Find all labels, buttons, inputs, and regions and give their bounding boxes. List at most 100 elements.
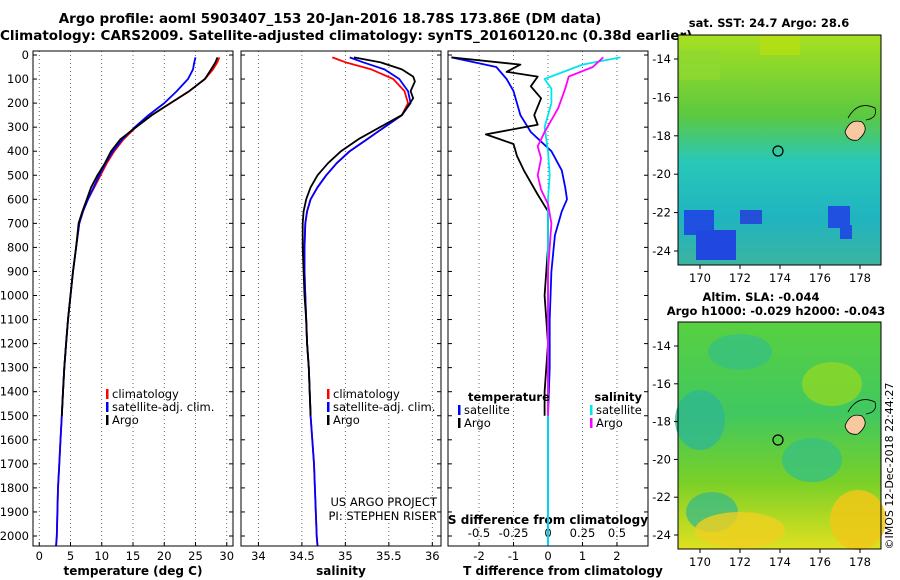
legend-title-salinity: salinity bbox=[594, 390, 642, 404]
y-tick-label: 1800 bbox=[0, 481, 29, 495]
lon-tick-label: 174 bbox=[769, 555, 791, 569]
sla-map-title: Altim. SLA: -0.044 bbox=[702, 290, 819, 304]
x-tick-label: 30 bbox=[219, 549, 234, 563]
lat-tick-label: -16 bbox=[652, 90, 671, 104]
lon-tick-label: 176 bbox=[809, 271, 831, 285]
island-outline bbox=[847, 105, 876, 121]
y-tick-label: 1700 bbox=[0, 457, 29, 471]
x-tick-label: 1 bbox=[579, 549, 586, 563]
sla-map-subtitle: Argo h1000: -0.029 h2000: -0.043 bbox=[667, 304, 886, 318]
lon-tick-label: 174 bbox=[769, 271, 791, 285]
x-tick-label: 36 bbox=[425, 549, 440, 563]
y-tick-label: 800 bbox=[7, 240, 29, 254]
x-tick-label: 0 bbox=[544, 549, 551, 563]
series-line-s-satellite bbox=[543, 56, 621, 546]
warm-patch bbox=[680, 50, 720, 80]
credit-text: PI: STEPHEN RISER bbox=[329, 509, 438, 523]
lat-tick-label: -24 bbox=[652, 528, 671, 542]
imos-watermark: ©IMOS 12-Dec-2018 22:44:27 bbox=[883, 383, 896, 550]
sla-low bbox=[708, 334, 772, 370]
sla-high bbox=[802, 362, 862, 406]
lon-tick-label: 176 bbox=[809, 555, 831, 569]
legend-label: Argo bbox=[333, 413, 360, 427]
lat-tick-label: -18 bbox=[652, 415, 671, 429]
x-axis-label: T difference from climatology bbox=[463, 564, 663, 578]
s-tick-label: -0.5 bbox=[468, 526, 490, 540]
lat-tick-label: -14 bbox=[652, 339, 671, 353]
legend-swatch bbox=[106, 415, 109, 425]
y-tick-label: 1300 bbox=[0, 361, 29, 375]
legend-swatch bbox=[327, 415, 330, 425]
y-tick-label: 300 bbox=[7, 120, 29, 134]
salinity-plot-area bbox=[241, 51, 441, 546]
x-tick-label: -2 bbox=[473, 549, 484, 563]
y-tick-label: 1000 bbox=[0, 289, 29, 303]
x-tick-label: 34.5 bbox=[289, 549, 315, 563]
legend-swatch bbox=[327, 402, 330, 412]
sst-map-title: sat. SST: 24.7 Argo: 28.6 bbox=[689, 16, 849, 30]
x-tick-label: 20 bbox=[157, 549, 172, 563]
sst-map: sat. SST: 24.7 Argo: 28.6 -14 -16 -18 -20 -2… bbox=[652, 16, 882, 285]
y-tick-label: 900 bbox=[7, 264, 29, 278]
cold-patch bbox=[828, 206, 850, 228]
s-tick-label: -0.25 bbox=[499, 526, 529, 540]
cold-patch bbox=[740, 210, 762, 224]
x-tick-label: 5 bbox=[67, 549, 74, 563]
sla-high bbox=[830, 490, 886, 550]
y-tick-label: 400 bbox=[7, 144, 29, 158]
y-tick-label: 200 bbox=[7, 96, 29, 110]
lat-tick-label: -20 bbox=[652, 167, 671, 181]
lat-tick-label: -22 bbox=[652, 490, 671, 504]
sla-map-features bbox=[675, 334, 886, 550]
legend-swatch bbox=[590, 405, 593, 415]
legend-label: Argo bbox=[464, 416, 491, 430]
legend-label: climatology bbox=[333, 387, 400, 401]
y-tick-label: 2000 bbox=[0, 529, 29, 543]
x-axis-label: salinity bbox=[316, 564, 366, 578]
sla-low bbox=[675, 390, 725, 450]
temperature-panel: 0 5 10 15 20 25 300100200300400500600700800900… bbox=[0, 48, 234, 578]
figure-title-line1: Argo profile: aoml 5903407_153 20-Jan-20… bbox=[58, 11, 602, 27]
x-axis-label: temperature (deg C) bbox=[64, 564, 203, 578]
legend-swatch bbox=[458, 405, 461, 415]
legend-title-temperature: temperature bbox=[468, 390, 550, 404]
cold-patch bbox=[696, 230, 736, 260]
legend-label: Argo bbox=[596, 416, 623, 430]
lat-tick-label: -24 bbox=[652, 244, 671, 258]
y-tick-label: 1900 bbox=[0, 505, 29, 519]
legend-label: satellite-adj. clim. bbox=[333, 400, 435, 414]
legend-swatch bbox=[590, 418, 593, 428]
lat-tick-label: -16 bbox=[652, 377, 671, 391]
legend-label: climatology bbox=[112, 387, 179, 401]
y-tick-label: 600 bbox=[7, 192, 29, 206]
x-tick-label: -1 bbox=[508, 549, 519, 563]
y-tick-label: 1400 bbox=[0, 385, 29, 399]
y-tick-label: 700 bbox=[7, 216, 29, 230]
y-tick-label: 0 bbox=[22, 48, 29, 62]
sst-map-features bbox=[680, 35, 876, 260]
sla-low bbox=[782, 438, 842, 482]
island bbox=[844, 414, 866, 435]
island bbox=[844, 120, 866, 141]
y-tick-label: 1600 bbox=[0, 433, 29, 447]
series-line-satellite-adj-clim- bbox=[303, 56, 412, 546]
x-tick-label: 35.5 bbox=[376, 549, 402, 563]
lon-tick-label: 178 bbox=[849, 271, 871, 285]
difference-series bbox=[451, 56, 621, 546]
y-tick-label: 100 bbox=[7, 72, 29, 86]
legend-swatch bbox=[327, 389, 330, 399]
y-tick-label: 500 bbox=[7, 168, 29, 182]
s-tick-label: 0.5 bbox=[608, 526, 626, 540]
legend-label: satellite bbox=[596, 403, 642, 417]
difference-frame bbox=[447, 50, 649, 547]
x-tick-label: 10 bbox=[94, 549, 109, 563]
lon-tick-label: 170 bbox=[689, 555, 711, 569]
x-tick-label: 25 bbox=[188, 549, 203, 563]
legend-label: satellite bbox=[464, 403, 510, 417]
legend-swatch bbox=[106, 402, 109, 412]
figure-title-line2: Climatology: CARS2009. Satellite-adjuste… bbox=[0, 28, 693, 44]
lon-tick-label: 172 bbox=[729, 555, 751, 569]
